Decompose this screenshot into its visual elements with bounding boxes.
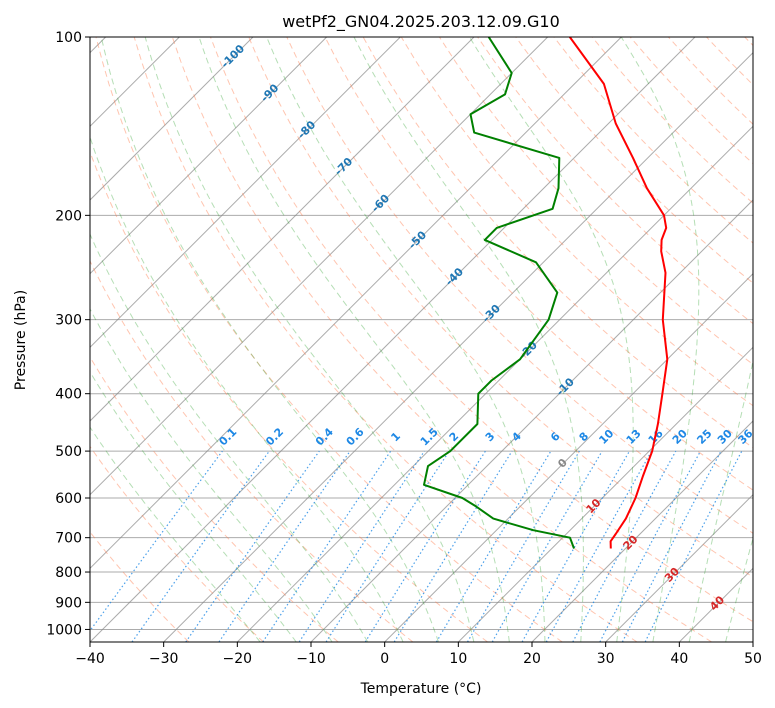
isotherm-line bbox=[236, 125, 753, 642]
mixing-ratio-line bbox=[262, 450, 392, 642]
profile-line bbox=[423, 37, 575, 549]
y-tick-label: 1000 bbox=[46, 622, 82, 638]
y-tick-label: 300 bbox=[55, 313, 82, 329]
isotherm-line bbox=[90, 37, 328, 275]
moist-adiabat-line bbox=[90, 135, 404, 642]
profile-line bbox=[568, 37, 669, 549]
mixing-ratio-line bbox=[298, 450, 425, 642]
chart-title: wetPf2_GN04.2025.203.12.09.G10 bbox=[282, 12, 560, 32]
plot-frame bbox=[89, 36, 754, 643]
mixing-ratio-line bbox=[90, 450, 223, 632]
mixing-ratio-line bbox=[131, 450, 270, 642]
dry-adiabat-line bbox=[286, 37, 753, 534]
isotherm-line bbox=[457, 346, 753, 642]
dry-adiabat-line bbox=[95, 37, 563, 642]
x-axis-title: Temperature (°C) bbox=[360, 681, 482, 697]
moist-adiabat-line bbox=[266, 37, 546, 642]
moist-adiabat-line bbox=[620, 37, 700, 642]
moist-adiabat-line bbox=[144, 37, 475, 642]
dry-adiabat-line bbox=[171, 37, 712, 642]
y-axis: 100 200 300 400 500 600 700 800 900 1000 bbox=[46, 30, 90, 638]
background-lines bbox=[90, 37, 753, 642]
x-tick-label: −30 bbox=[149, 651, 179, 667]
x-tick-label: 10 bbox=[449, 651, 467, 667]
dry-adiabat-line bbox=[133, 37, 638, 642]
x-tick-label: 50 bbox=[744, 651, 762, 667]
dry-adiabat-line bbox=[90, 356, 339, 642]
x-tick-label: 30 bbox=[597, 651, 615, 667]
dry-adiabat-line bbox=[324, 37, 753, 491]
x-axis: −40 −30 −20 −10 0 10 20 30 40 50 bbox=[75, 642, 762, 667]
y-tick-label: 500 bbox=[55, 444, 82, 460]
profile-series bbox=[423, 37, 669, 549]
isotherm-line bbox=[90, 37, 254, 201]
moist-adiabat-line bbox=[90, 308, 333, 642]
dry-adiabat-line bbox=[90, 259, 414, 642]
x-tick-label: −10 bbox=[296, 651, 326, 667]
mixing-ratio-line bbox=[218, 450, 351, 642]
isotherm-line bbox=[90, 37, 475, 422]
isotherm-line bbox=[90, 37, 622, 570]
y-tick-label: 800 bbox=[55, 565, 82, 581]
x-tick-label: 20 bbox=[523, 651, 541, 667]
x-tick-label: −20 bbox=[223, 651, 253, 667]
y-tick-label: 600 bbox=[55, 491, 82, 507]
mixing-ratio-line bbox=[393, 450, 513, 642]
isotherm-line bbox=[384, 272, 753, 642]
moist-adiabat-line bbox=[90, 426, 261, 642]
y-axis-title: Pressure (hPa) bbox=[13, 290, 29, 390]
isotherm-line bbox=[605, 493, 753, 642]
x-tick-label: −40 bbox=[75, 651, 105, 667]
moist-adiabat-line bbox=[725, 536, 753, 642]
isotherm-line bbox=[90, 37, 696, 642]
x-tick-label: 0 bbox=[380, 651, 389, 667]
y-tick-label: 200 bbox=[55, 208, 82, 224]
moist-adiabat-line bbox=[198, 37, 510, 642]
isotherm-line bbox=[90, 37, 549, 496]
moist-adiabat-line bbox=[353, 37, 584, 642]
dry-adiabat-line bbox=[515, 37, 753, 284]
isotherm-line bbox=[163, 51, 753, 642]
dry-adiabat-line bbox=[90, 445, 264, 642]
isotherm-line bbox=[90, 37, 401, 349]
mixing-ratio-line bbox=[325, 450, 450, 642]
isotherm-line bbox=[310, 199, 753, 642]
isotherm-line bbox=[531, 420, 753, 642]
mixing-ratio-line bbox=[644, 450, 743, 642]
dry-adiabat-line bbox=[210, 37, 753, 623]
moist-adiabat-line bbox=[90, 370, 297, 642]
moist-adiabat-line bbox=[688, 358, 753, 642]
y-tick-label: 400 bbox=[55, 387, 82, 403]
y-tick-label: 900 bbox=[55, 595, 82, 611]
dry-adiabat-line bbox=[248, 37, 753, 578]
mixing-ratio-line bbox=[545, 450, 653, 642]
mixing-ratio-line bbox=[185, 450, 320, 642]
y-tick-label: 100 bbox=[55, 30, 82, 46]
moist-adiabat-line bbox=[90, 232, 369, 642]
y-tick-label: 700 bbox=[55, 531, 82, 547]
mixing-ratio-line bbox=[521, 450, 631, 642]
mixing-ratio-line bbox=[572, 450, 677, 642]
moist-adiabat-line bbox=[100, 37, 439, 642]
x-tick-label: 40 bbox=[670, 651, 688, 667]
